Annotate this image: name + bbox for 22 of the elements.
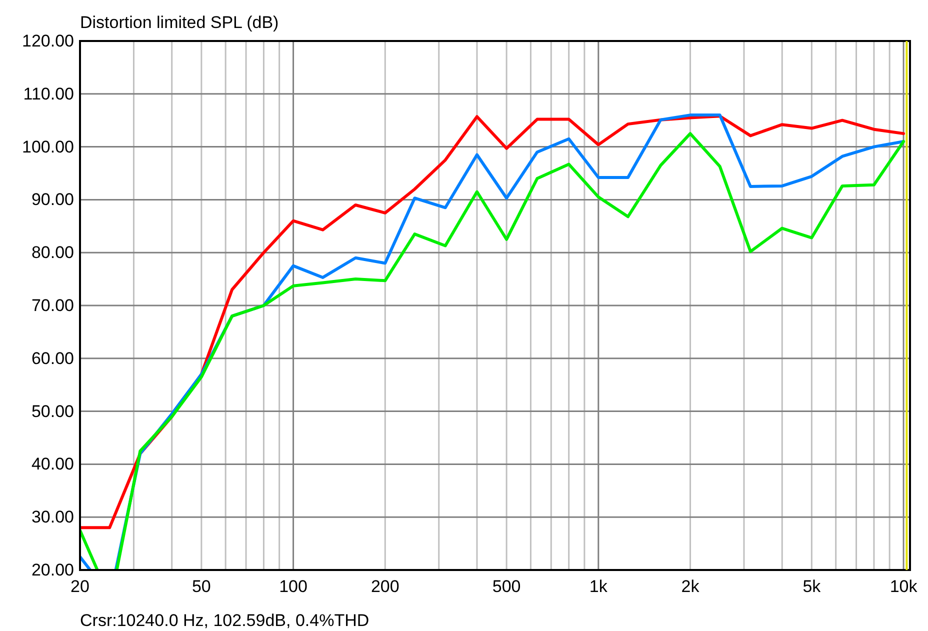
- x-tick-label: 5k: [802, 577, 822, 596]
- y-tick-label: 50.00: [31, 402, 74, 421]
- y-tick-label: 80.00: [31, 243, 74, 262]
- y-tick-label: 40.00: [31, 454, 74, 474]
- y-tick-label: 60.00: [31, 348, 74, 368]
- y-tick-label: 20.00: [31, 560, 74, 580]
- x-tick-label: 50: [192, 577, 211, 596]
- y-tick-label: 70.00: [31, 296, 74, 315]
- y-tick-label: 90.00: [31, 190, 74, 210]
- x-tick-label: 20: [70, 577, 90, 596]
- x-tick-label: 1k: [589, 577, 608, 596]
- y-tick-label: 120.00: [22, 31, 74, 50]
- x-tick-label: 2k: [681, 577, 700, 596]
- chart-title: Distortion limited SPL (dB): [80, 13, 279, 32]
- text: Crsr:10240.0 Hz, 102.59dB, 0.4%THD: [80, 611, 370, 630]
- x-tick-label: 100: [279, 577, 308, 596]
- x-tick-label: 10k: [890, 577, 918, 596]
- y-tick-label: 110.00: [23, 84, 74, 104]
- x-tick-label: 200: [370, 577, 400, 596]
- x-tick-label: 500: [492, 577, 521, 596]
- y-tick-label: 100.00: [22, 137, 74, 156]
- y-tick-label: 30.00: [31, 508, 74, 527]
